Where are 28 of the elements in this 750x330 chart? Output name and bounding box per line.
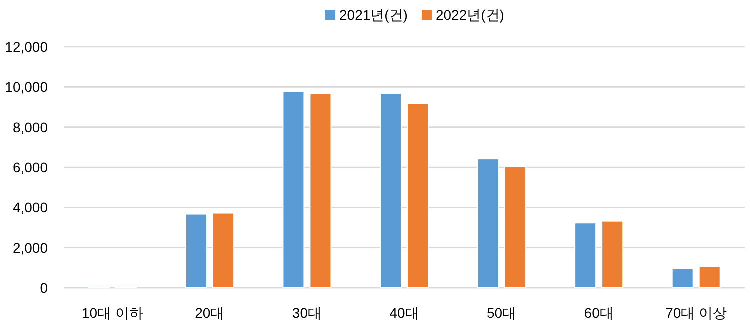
legend-label: 2021년(건) bbox=[340, 7, 408, 23]
bar bbox=[698, 266, 721, 288]
x-tick-label: 20대 bbox=[195, 305, 225, 321]
bar bbox=[185, 214, 208, 288]
x-tick-label: 30대 bbox=[292, 305, 322, 321]
y-tick-label: 2,000 bbox=[12, 240, 48, 256]
x-tick-label: 10대 이하 bbox=[82, 305, 144, 321]
bar bbox=[504, 166, 526, 288]
bar bbox=[477, 158, 500, 288]
y-tick-label: 10,000 bbox=[5, 79, 48, 96]
x-tick-label: 70대 이상 bbox=[666, 305, 728, 321]
bar bbox=[310, 93, 332, 288]
x-tick-label: 40대 bbox=[390, 305, 420, 321]
x-tick-label: 50대 bbox=[486, 305, 517, 321]
bar bbox=[574, 222, 597, 288]
bar bbox=[672, 268, 694, 288]
bar bbox=[282, 91, 305, 288]
y-tick-label: 12,000 bbox=[5, 39, 48, 55]
y-tick-label: 0 bbox=[40, 280, 48, 296]
y-tick-label: 6,000 bbox=[12, 160, 48, 176]
bar bbox=[407, 103, 429, 288]
y-tick-label: 8,000 bbox=[12, 119, 48, 136]
bar bbox=[602, 220, 624, 288]
legend-label: 2022년(건) bbox=[436, 7, 504, 23]
bar bbox=[212, 212, 234, 288]
bar bbox=[380, 93, 402, 288]
x-tick-label: 60대 bbox=[584, 305, 614, 321]
y-tick-label: 4,000 bbox=[12, 200, 48, 216]
